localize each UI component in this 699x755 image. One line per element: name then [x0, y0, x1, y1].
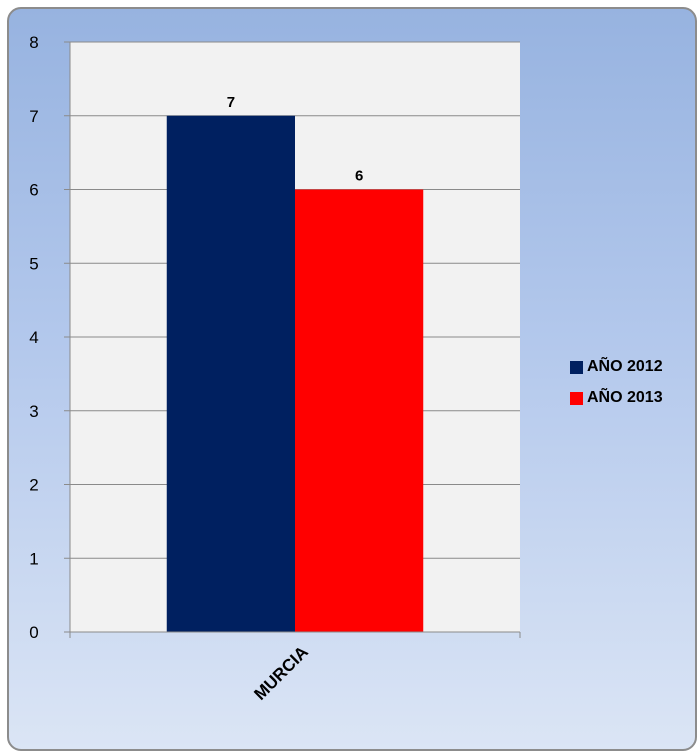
y-tick-label-1: 1	[29, 549, 38, 568]
legend-swatch-2012	[570, 360, 583, 374]
legend-label-2012: AÑO 2012	[587, 358, 663, 375]
y-tick-label-6: 6	[29, 181, 38, 200]
legend-item-2012: AÑO 2012	[570, 357, 663, 377]
y-tick-label-8: 8	[29, 33, 38, 52]
data-label-a-o-2012: 7	[227, 94, 235, 111]
x-category-label-murcia: MURCIA	[250, 642, 312, 704]
y-tick-label-7: 7	[29, 107, 38, 126]
y-tick-label-2: 2	[29, 476, 38, 495]
bars: 76	[166, 94, 424, 632]
y-tick-label-4: 4	[29, 328, 38, 347]
bar-a-o-2012-murcia	[166, 115, 295, 632]
y-axis: 0 1 2 3 4 5 6 7 8	[29, 33, 71, 642]
data-label-a-o-2013: 6	[355, 168, 363, 185]
legend-label-2013: AÑO 2013	[587, 389, 663, 406]
y-tick-label-5: 5	[29, 254, 38, 273]
x-axis: MURCIA	[69, 631, 521, 704]
bar-a-o-2013-murcia	[295, 189, 424, 632]
y-tick-label-0: 0	[29, 623, 38, 642]
legend-swatch-2013	[570, 391, 583, 405]
legend-item-2013: AÑO 2013	[570, 388, 663, 408]
y-tick-label-3: 3	[29, 402, 38, 421]
legend: AÑO 2012 AÑO 2013	[570, 357, 663, 419]
